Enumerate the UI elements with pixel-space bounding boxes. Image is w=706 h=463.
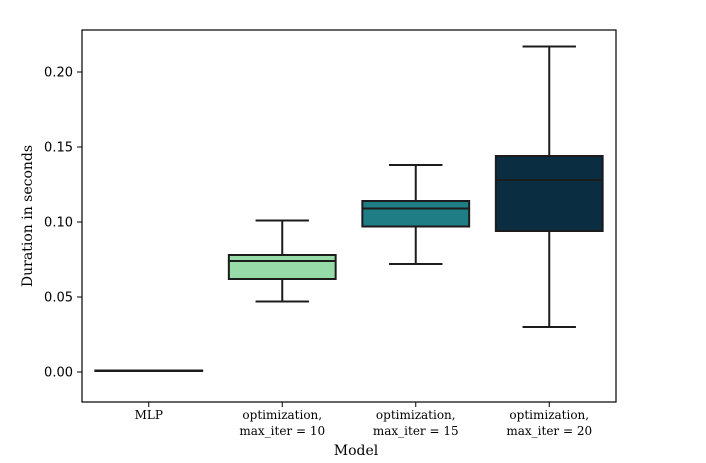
box-group <box>361 164 471 265</box>
box <box>227 254 337 280</box>
y-axis-title: Duration in seconds <box>20 145 36 287</box>
box-group <box>494 45 604 328</box>
x-axis-title: Model <box>334 443 379 459</box>
y-tick-label: 0.00 <box>44 366 73 381</box>
y-tick-label: 0.15 <box>44 141 73 156</box>
box <box>494 155 604 232</box>
x-tick-label: MLP <box>135 408 163 422</box>
y-axis: 0.00 0.05 0.10 0.15 0.20 <box>44 66 82 381</box>
x-tick-label: optimization, max_iter = 20 <box>506 408 592 438</box>
box <box>361 200 471 228</box>
y-tick-label: 0.20 <box>44 66 73 81</box>
x-axis: MLP optimization, max_iter = 10 optimizatio… <box>135 402 592 438</box>
x-tick-label: optimization, max_iter = 10 <box>239 408 325 438</box>
box-group <box>227 219 337 303</box>
boxes <box>94 45 604 372</box>
y-tick-label: 0.05 <box>44 291 73 306</box>
x-tick-label: optimization, max_iter = 15 <box>373 408 459 438</box>
y-tick-label: 0.10 <box>44 216 73 231</box>
box-group <box>94 369 204 372</box>
